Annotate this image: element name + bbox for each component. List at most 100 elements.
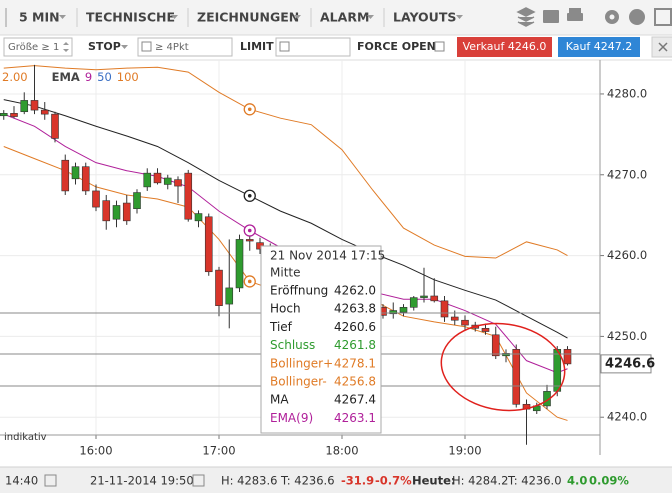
legend-item: EMA bbox=[52, 70, 80, 84]
candle-body bbox=[420, 295, 428, 298]
candle-body bbox=[20, 100, 29, 113]
stop-label: STOP bbox=[88, 40, 121, 53]
note: indikativ bbox=[4, 432, 47, 443]
candle-body bbox=[461, 319, 469, 326]
candle-body bbox=[440, 300, 449, 318]
dropdown-arrow[interactable] bbox=[59, 15, 66, 19]
x-tick-label: 19:00 bbox=[448, 444, 481, 458]
tooltip-label: Hoch bbox=[270, 302, 301, 316]
dropdown-arrow[interactable] bbox=[121, 45, 128, 49]
candle-body bbox=[194, 213, 203, 222]
candle-body bbox=[450, 316, 459, 321]
image-icon[interactable] bbox=[543, 10, 559, 23]
candle-body bbox=[81, 166, 90, 192]
status-today-label: Heute: bbox=[412, 474, 456, 488]
y-tick-label: 4240.0 bbox=[607, 410, 647, 424]
candle-body bbox=[61, 159, 70, 192]
candle-body bbox=[112, 205, 121, 220]
x-tick-label: 18:00 bbox=[325, 444, 358, 458]
buy-button[interactable] bbox=[558, 37, 640, 57]
dropdown-arrow[interactable] bbox=[294, 15, 301, 19]
tooltip-value: 4263.8 bbox=[334, 302, 376, 316]
candle-body bbox=[184, 172, 193, 220]
status-bar bbox=[0, 467, 672, 493]
status-change: -31.9 bbox=[341, 474, 374, 488]
menu-alarm[interactable]: ALARM bbox=[320, 10, 369, 25]
fullscreen-icon[interactable] bbox=[654, 8, 672, 26]
candle-body bbox=[40, 109, 49, 115]
tooltip-title: 21 Nov 2014 17:15 bbox=[270, 249, 385, 263]
drawn-ellipse[interactable] bbox=[436, 316, 571, 418]
hover-marker-dot bbox=[247, 193, 252, 198]
candle-body bbox=[174, 179, 182, 187]
size-input[interactable] bbox=[3, 37, 73, 57]
tooltip-label: EMA(9) bbox=[270, 411, 313, 425]
stop-input[interactable] bbox=[137, 37, 233, 57]
y-tick-label: 4250.0 bbox=[607, 329, 647, 343]
tooltip-label: Bollinger- bbox=[270, 375, 327, 389]
tooltip-box bbox=[260, 245, 382, 434]
candle-body bbox=[563, 349, 572, 365]
dropdown-arrow[interactable] bbox=[367, 15, 374, 19]
legend: 2.00 EMA 9 50 100 bbox=[2, 70, 139, 84]
limit-checkbox[interactable] bbox=[279, 41, 290, 52]
candle-body bbox=[10, 113, 18, 117]
candle-body bbox=[389, 310, 398, 315]
dropdown-arrow[interactable] bbox=[171, 15, 178, 19]
menu-interval[interactable]: 5 MIN bbox=[19, 10, 60, 25]
y-tick-label: 4280.0 bbox=[607, 86, 647, 100]
legend-item: 9 bbox=[85, 70, 92, 84]
force-open-checkbox[interactable] bbox=[434, 41, 445, 52]
candle-body bbox=[245, 239, 254, 242]
candle-body bbox=[30, 100, 39, 111]
last-price-label: 4246.6 bbox=[605, 356, 655, 371]
y-tick-label: 4260.0 bbox=[607, 248, 647, 262]
hover-marker-dot bbox=[247, 228, 252, 233]
menu-drawings[interactable]: ZEICHNUNGEN bbox=[197, 10, 299, 25]
spinner[interactable] bbox=[63, 42, 69, 52]
candle-body bbox=[409, 297, 418, 308]
layers-icon[interactable] bbox=[516, 7, 536, 27]
sell-button[interactable] bbox=[457, 37, 552, 57]
candle-body bbox=[225, 287, 234, 305]
status-change-pct: -0.7% bbox=[375, 474, 412, 488]
calendar-icon[interactable] bbox=[44, 474, 57, 487]
candle-body bbox=[51, 113, 59, 139]
sell-button-label: Verkauf 4246.0 bbox=[463, 40, 547, 53]
status-time: 14:40 bbox=[5, 474, 38, 488]
candle-body bbox=[153, 172, 162, 184]
status-high: H: 4283.6 bbox=[221, 474, 277, 488]
legend-item: 2.00 bbox=[2, 70, 28, 84]
tooltip-subtitle: Mitte bbox=[270, 266, 300, 280]
hover-marker-dot bbox=[247, 107, 252, 112]
candle-body bbox=[143, 172, 152, 188]
help-icon[interactable] bbox=[629, 9, 645, 25]
print-icon[interactable] bbox=[569, 8, 581, 13]
tooltip-value: 4262.0 bbox=[334, 284, 376, 298]
last-price-box bbox=[600, 354, 652, 374]
tooltip-label: MA bbox=[270, 393, 289, 407]
toolbar-icons bbox=[516, 7, 672, 27]
force-open-label: FORCE OPEN bbox=[357, 40, 436, 53]
dropdown-arrow[interactable] bbox=[456, 15, 463, 19]
y-tick-label: 4270.0 bbox=[607, 167, 647, 181]
status-today-high: H: 4284.2 bbox=[452, 474, 508, 488]
stop-checkbox[interactable] bbox=[141, 41, 152, 52]
candle-body bbox=[0, 113, 8, 117]
x-tick-label: 16:00 bbox=[79, 444, 112, 458]
tooltip-value: 4263.1 bbox=[334, 411, 376, 425]
calendar-icon[interactable] bbox=[192, 474, 205, 487]
tooltip: 21 Nov 2014 17:15 Mitte Eröffnung 4262.0 H… bbox=[260, 245, 385, 434]
stop-input-text: ≥ 4Pkt bbox=[155, 42, 189, 53]
menu-technical[interactable]: TECHNISCHE bbox=[86, 10, 175, 25]
limit-input[interactable] bbox=[275, 37, 351, 57]
buy-button-label: Kauf 4247.2 bbox=[566, 40, 633, 53]
legend-item: 100 bbox=[117, 70, 139, 84]
candle-body bbox=[553, 349, 562, 392]
candle-body bbox=[502, 353, 510, 357]
tooltip-label: Tief bbox=[269, 320, 293, 334]
menu-layouts[interactable]: LAYOUTS bbox=[393, 10, 456, 25]
candle-body bbox=[512, 349, 521, 405]
candle-body bbox=[481, 328, 490, 332]
